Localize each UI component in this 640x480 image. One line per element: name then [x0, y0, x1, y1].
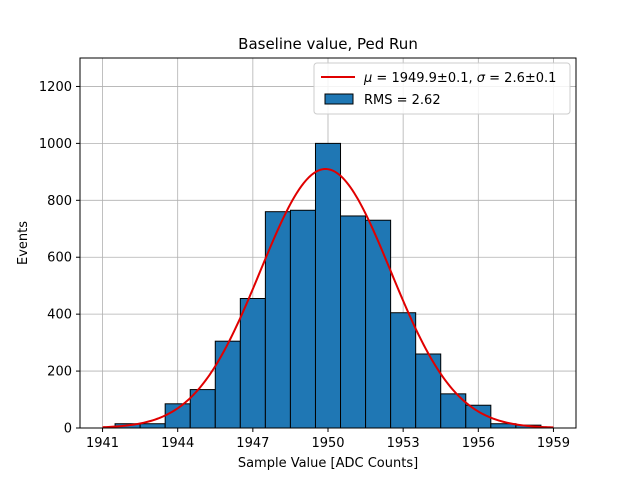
legend-mu-symbol: μ	[363, 71, 372, 86]
x-tick-label: 1959	[537, 436, 570, 451]
histogram-bar	[390, 312, 417, 429]
histogram-bar	[239, 298, 266, 429]
legend-hist-label: RMS = 2.62	[364, 93, 441, 108]
histogram-bar	[289, 209, 316, 429]
histogram-bar	[214, 340, 241, 429]
y-tick-label: 1000	[39, 137, 72, 152]
x-tick-label: 1956	[462, 436, 495, 451]
x-axis-label: Sample Value [ADC Counts]	[238, 456, 418, 471]
legend: μ = 1949.9±0.1, σ = 2.6±0.1 RMS = 2.62	[313, 62, 571, 115]
x-tick-label: 1944	[161, 436, 194, 451]
y-tick-label: 800	[47, 194, 72, 209]
legend-sigma-text: = 2.6±0.1	[485, 71, 556, 86]
histogram-bar	[264, 211, 291, 429]
legend-mu-text: = 1949.9±0.1,	[372, 71, 476, 86]
y-tick-label: 1200	[39, 80, 72, 95]
legend-box	[313, 62, 571, 115]
gaussian-fit-curve	[102, 168, 554, 429]
legend-fit-label: μ = 1949.9±0.1, σ = 2.6±0.1	[363, 71, 556, 86]
legend-sigma-symbol: σ	[477, 71, 486, 86]
x-tick-label: 1941	[86, 436, 119, 451]
x-tick-label: 1950	[311, 436, 344, 451]
histogram-bar	[139, 423, 166, 429]
y-tick-label: 400	[47, 308, 72, 323]
histogram-bar	[415, 353, 442, 429]
histogram-bar	[314, 142, 342, 429]
x-ticks: 1941 1944 1947 1950 1953 1956 1959	[86, 428, 570, 451]
y-tick-label: 600	[47, 251, 72, 266]
chart-title: Baseline value, Ped Run	[238, 35, 418, 53]
y-tick-label: 200	[47, 365, 72, 380]
histogram-bar	[365, 219, 392, 429]
x-tick-label: 1953	[387, 436, 420, 451]
x-tick-label: 1947	[236, 436, 269, 451]
y-axis-label: Events	[16, 221, 31, 265]
y-ticks: 0 200 400 600 800 1000 1200	[39, 80, 80, 437]
legend-hist-swatch	[324, 93, 354, 105]
y-tick-label: 0	[64, 422, 72, 437]
histogram-bar	[340, 215, 367, 429]
histogram-bars	[114, 142, 542, 429]
